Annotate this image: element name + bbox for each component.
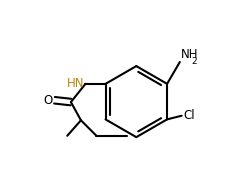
Text: 2: 2 <box>191 57 197 66</box>
Text: O: O <box>44 94 53 107</box>
Text: HN: HN <box>67 77 84 90</box>
Text: Cl: Cl <box>183 109 195 122</box>
Text: NH: NH <box>181 48 198 61</box>
